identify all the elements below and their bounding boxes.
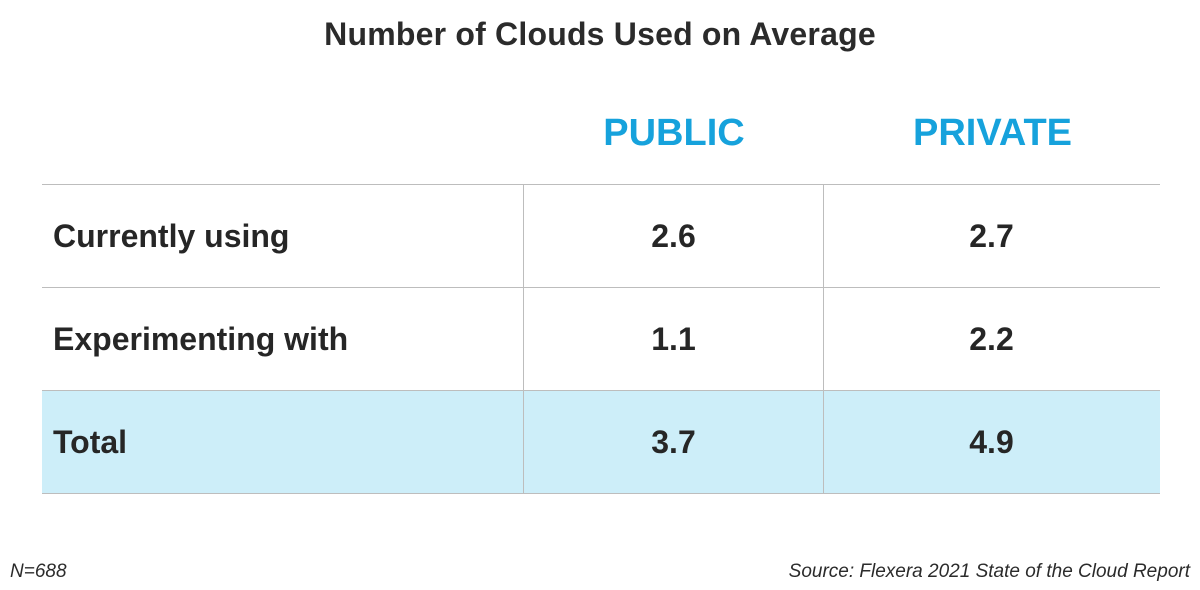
chart-title: Number of Clouds Used on Average — [324, 16, 876, 52]
source-citation: Source: Flexera 2021 State of the Cloud … — [788, 561, 1190, 582]
public-value-cell: 3.7 — [523, 391, 824, 493]
table-row-total: Total 3.7 4.9 — [42, 391, 1160, 494]
table-row-currently-using: Currently using 2.6 2.7 — [42, 185, 1160, 288]
private-value-cell: 2.7 — [969, 217, 1014, 254]
sample-size-footnote: N=688 — [10, 561, 67, 582]
row-label: Experimenting with — [53, 320, 349, 357]
private-value-cell: 2.2 — [969, 320, 1014, 357]
row-label: Total — [53, 423, 128, 460]
column-header-public: PUBLIC — [603, 112, 745, 154]
data-table: Currently using 2.6 2.7 Experimenting wi… — [42, 184, 1160, 494]
table-row-experimenting-with: Experimenting with 1.1 2.2 — [42, 288, 1160, 391]
column-header-private: PRIVATE — [912, 112, 1073, 154]
row-label: Currently using — [53, 217, 290, 254]
private-value-cell: 4.9 — [969, 423, 1014, 460]
public-value-cell: 1.1 — [523, 288, 824, 390]
public-value-cell: 2.6 — [523, 185, 824, 287]
